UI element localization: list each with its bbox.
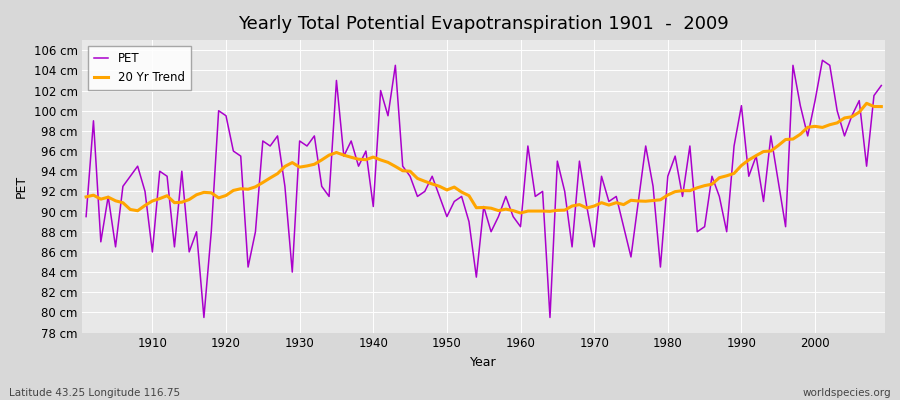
- Legend: PET, 20 Yr Trend: PET, 20 Yr Trend: [88, 46, 191, 90]
- 20 Yr Trend: [81, 194, 92, 199]
- 20 Yr Trend: [515, 211, 526, 216]
- PET: [523, 144, 534, 148]
- PET: [309, 134, 320, 138]
- PET: [140, 189, 150, 194]
- PET: [515, 224, 526, 229]
- PET: [199, 315, 210, 320]
- Title: Yearly Total Potential Evapotranspiration 1901  -  2009: Yearly Total Potential Evapotranspiratio…: [238, 15, 729, 33]
- 20 Yr Trend: [861, 101, 872, 106]
- 20 Yr Trend: [346, 155, 356, 160]
- 20 Yr Trend: [302, 164, 312, 168]
- Text: worldspecies.org: worldspecies.org: [803, 388, 891, 398]
- Line: 20 Yr Trend: 20 Yr Trend: [86, 103, 881, 213]
- PET: [353, 164, 364, 168]
- PET: [611, 194, 622, 199]
- 20 Yr Trend: [611, 200, 622, 205]
- Line: PET: PET: [86, 60, 881, 318]
- PET: [876, 83, 886, 88]
- Text: Latitude 43.25 Longitude 116.75: Latitude 43.25 Longitude 116.75: [9, 388, 180, 398]
- 20 Yr Trend: [876, 104, 886, 109]
- PET: [817, 58, 828, 63]
- 20 Yr Trend: [140, 203, 150, 208]
- Y-axis label: PET: PET: [15, 175, 28, 198]
- 20 Yr Trend: [508, 208, 518, 213]
- X-axis label: Year: Year: [471, 356, 497, 369]
- 20 Yr Trend: [523, 209, 534, 214]
- PET: [81, 214, 92, 219]
